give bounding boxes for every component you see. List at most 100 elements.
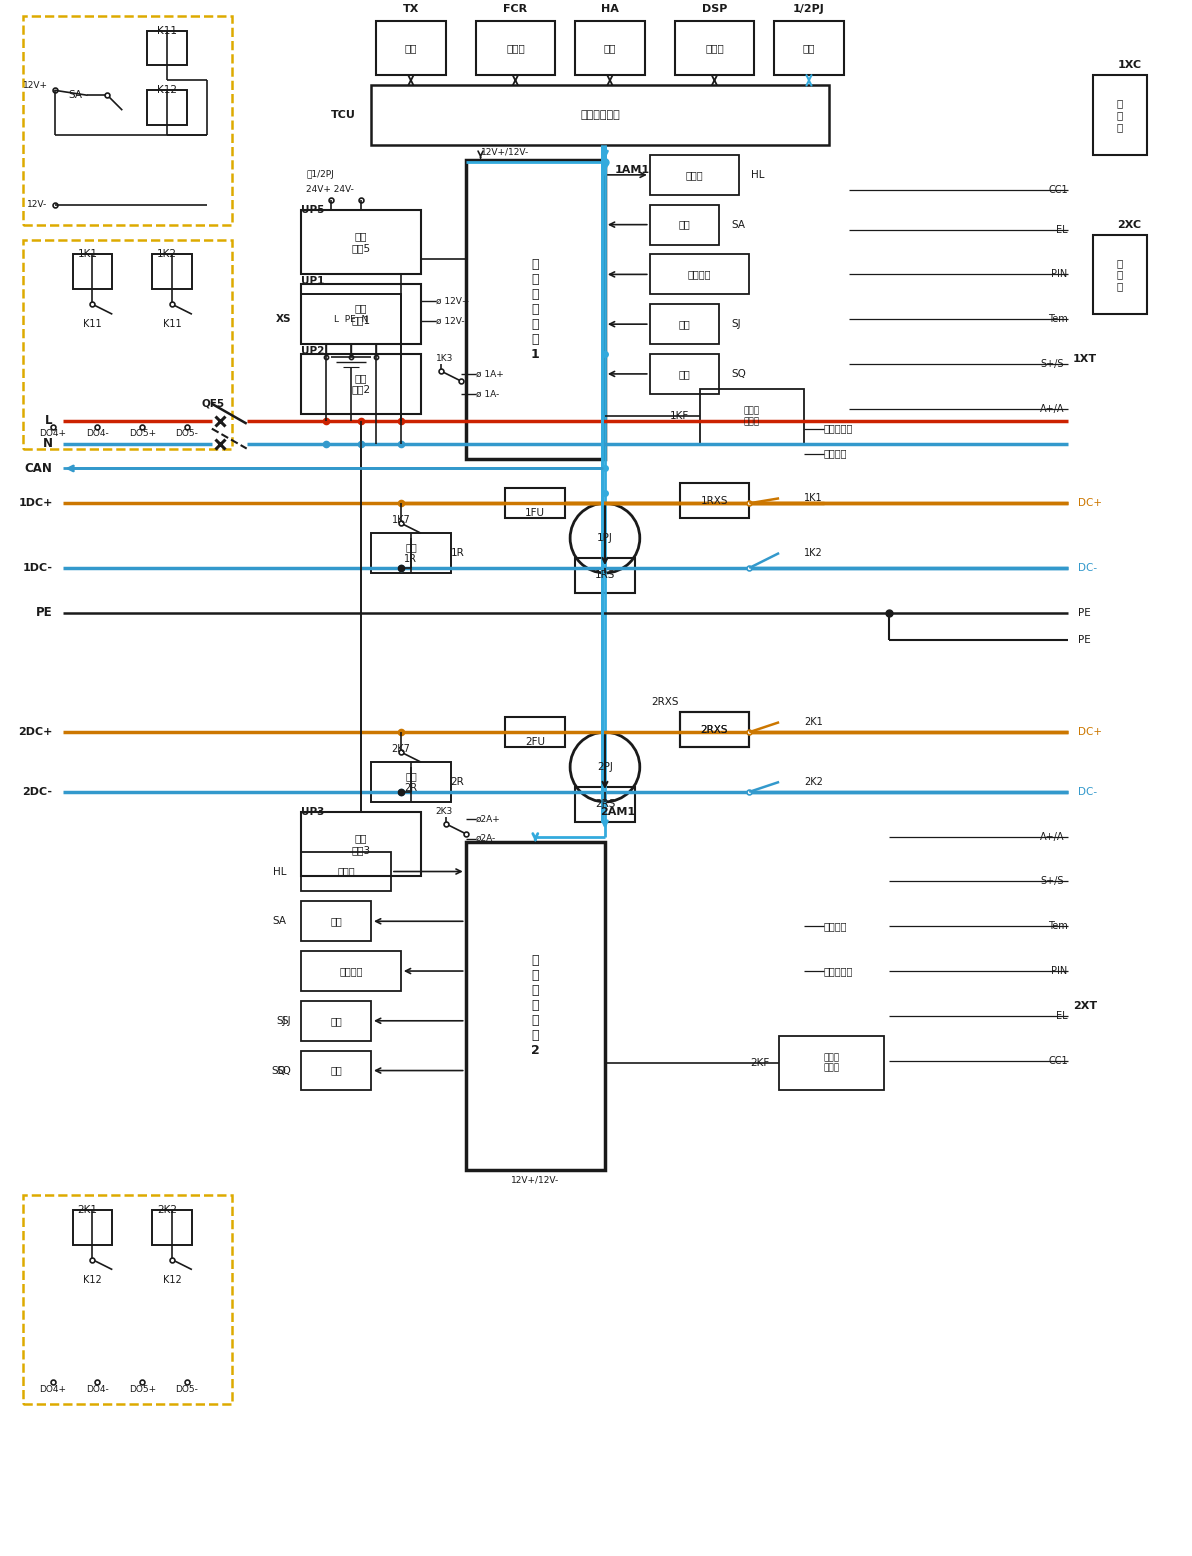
Text: 2K2: 2K2 bbox=[157, 1204, 178, 1215]
Text: 1KF: 1KF bbox=[670, 411, 689, 420]
Text: 1RS: 1RS bbox=[595, 571, 615, 580]
Bar bbox=[700, 389, 803, 443]
Text: CC1: CC1 bbox=[1048, 1055, 1068, 1066]
Text: ø 1A+: ø 1A+ bbox=[476, 369, 503, 378]
Text: 1XC: 1XC bbox=[1117, 61, 1142, 70]
Text: 24V+ 24V-: 24V+ 24V- bbox=[306, 185, 354, 194]
Text: 2RXS: 2RXS bbox=[651, 697, 678, 708]
Bar bbox=[371, 534, 451, 573]
Text: 1PJ: 1PJ bbox=[597, 534, 613, 543]
Text: 2XC: 2XC bbox=[1117, 219, 1142, 230]
Bar bbox=[73, 1211, 112, 1245]
Text: 枪座状态: 枪座状态 bbox=[340, 966, 362, 976]
Text: 电子锁状态: 电子锁状态 bbox=[824, 423, 853, 434]
Bar bbox=[774, 20, 844, 75]
Bar bbox=[153, 1211, 192, 1245]
Text: K12: K12 bbox=[157, 86, 178, 95]
Text: S+/S-: S+/S- bbox=[1041, 876, 1068, 887]
Text: 2K2: 2K2 bbox=[803, 776, 822, 787]
Text: 1AM1: 1AM1 bbox=[615, 165, 650, 174]
Text: 读卡器: 读卡器 bbox=[507, 44, 524, 53]
Text: PIN: PIN bbox=[1051, 966, 1068, 976]
Text: 2AM1: 2AM1 bbox=[600, 808, 635, 817]
Text: 12V+/12V-: 12V+/12V- bbox=[511, 1175, 559, 1184]
Text: EL: EL bbox=[1056, 224, 1068, 235]
Bar bbox=[23, 16, 231, 224]
Text: SJ: SJ bbox=[281, 1016, 292, 1025]
Text: K11: K11 bbox=[163, 319, 181, 330]
Text: 开关
电源3: 开关 电源3 bbox=[352, 834, 371, 854]
Text: UP3: UP3 bbox=[302, 808, 324, 817]
Bar bbox=[302, 951, 401, 991]
Text: PE: PE bbox=[1078, 635, 1091, 644]
Text: A+/A-: A+/A- bbox=[1039, 831, 1068, 842]
Text: 挂
枪
座: 挂 枪 座 bbox=[1117, 258, 1123, 291]
Text: 1DC-: 1DC- bbox=[23, 563, 52, 573]
Text: 指示灯: 指示灯 bbox=[337, 867, 355, 876]
Text: UP5: UP5 bbox=[302, 205, 324, 215]
Bar bbox=[650, 305, 720, 344]
Text: ø 1A-: ø 1A- bbox=[476, 389, 498, 398]
Text: 2RS: 2RS bbox=[595, 800, 615, 809]
Text: 1K1: 1K1 bbox=[77, 249, 98, 260]
Bar bbox=[371, 762, 451, 801]
Bar bbox=[679, 713, 750, 747]
Text: CAN: CAN bbox=[25, 462, 52, 475]
Text: S+/S-: S+/S- bbox=[1041, 359, 1068, 369]
Text: UP2: UP2 bbox=[302, 345, 324, 356]
Text: ø 12V+: ø 12V+ bbox=[436, 297, 470, 307]
Text: 门禁: 门禁 bbox=[330, 1066, 342, 1075]
Bar bbox=[466, 160, 606, 459]
Text: 挂
枪
座: 挂 枪 座 bbox=[1117, 98, 1123, 132]
Bar bbox=[371, 86, 828, 145]
Bar bbox=[780, 1036, 883, 1091]
Text: 温度采样: 温度采样 bbox=[824, 921, 848, 930]
Text: XS: XS bbox=[277, 314, 292, 324]
Bar bbox=[302, 1050, 371, 1091]
Text: 2K1: 2K1 bbox=[803, 717, 822, 727]
Text: K11: K11 bbox=[157, 25, 178, 36]
Text: 2PJ: 2PJ bbox=[597, 762, 613, 772]
Text: DO4+: DO4+ bbox=[39, 429, 66, 439]
Text: HL: HL bbox=[273, 867, 286, 876]
Bar bbox=[650, 355, 720, 394]
Bar bbox=[679, 713, 750, 747]
Text: 1R: 1R bbox=[451, 548, 465, 559]
Text: 显示屏: 显示屏 bbox=[704, 44, 724, 53]
Bar bbox=[650, 205, 720, 244]
Text: 泄放
2R: 泄放 2R bbox=[404, 772, 417, 792]
Text: 电子锁
接口板: 电子锁 接口板 bbox=[744, 406, 759, 426]
Text: 计量: 计量 bbox=[802, 44, 815, 53]
Text: UP1: UP1 bbox=[302, 277, 324, 286]
Bar bbox=[505, 717, 565, 747]
Bar bbox=[575, 787, 635, 822]
Text: DO4+: DO4+ bbox=[39, 1385, 66, 1394]
Text: 12V-: 12V- bbox=[27, 201, 48, 209]
Text: L  PE  N: L PE N bbox=[334, 314, 368, 324]
Text: DC-: DC- bbox=[1078, 563, 1097, 573]
Text: 2K1: 2K1 bbox=[77, 1204, 98, 1215]
Text: DO5+: DO5+ bbox=[129, 429, 156, 439]
Text: 泄放
1R: 泄放 1R bbox=[404, 541, 417, 563]
Text: 充
电
主
控
模
块
1: 充 电 主 控 模 块 1 bbox=[530, 258, 540, 361]
Bar bbox=[575, 559, 635, 593]
Text: 2RXS: 2RXS bbox=[701, 725, 728, 734]
Text: 2FU: 2FU bbox=[526, 738, 545, 747]
Text: SA: SA bbox=[732, 219, 745, 230]
Text: 开关
电源1: 开关 电源1 bbox=[352, 303, 371, 325]
Text: 2K7: 2K7 bbox=[391, 744, 410, 755]
Text: FCR: FCR bbox=[503, 3, 527, 14]
Text: 计费控制单元: 计费控制单元 bbox=[581, 110, 620, 120]
Text: QF5: QF5 bbox=[201, 398, 225, 409]
Text: SA: SA bbox=[273, 916, 286, 926]
Text: 至1/2PJ: 至1/2PJ bbox=[306, 170, 334, 179]
Text: HL: HL bbox=[751, 170, 765, 180]
Bar bbox=[302, 355, 421, 414]
Bar bbox=[505, 489, 565, 518]
Bar bbox=[1093, 75, 1148, 156]
Bar bbox=[23, 1195, 231, 1404]
Text: 枪座状态: 枪座状态 bbox=[688, 269, 712, 280]
Text: 2DC-: 2DC- bbox=[23, 787, 52, 797]
Text: 指示灯: 指示灯 bbox=[685, 170, 703, 180]
Text: SA: SA bbox=[68, 90, 82, 100]
